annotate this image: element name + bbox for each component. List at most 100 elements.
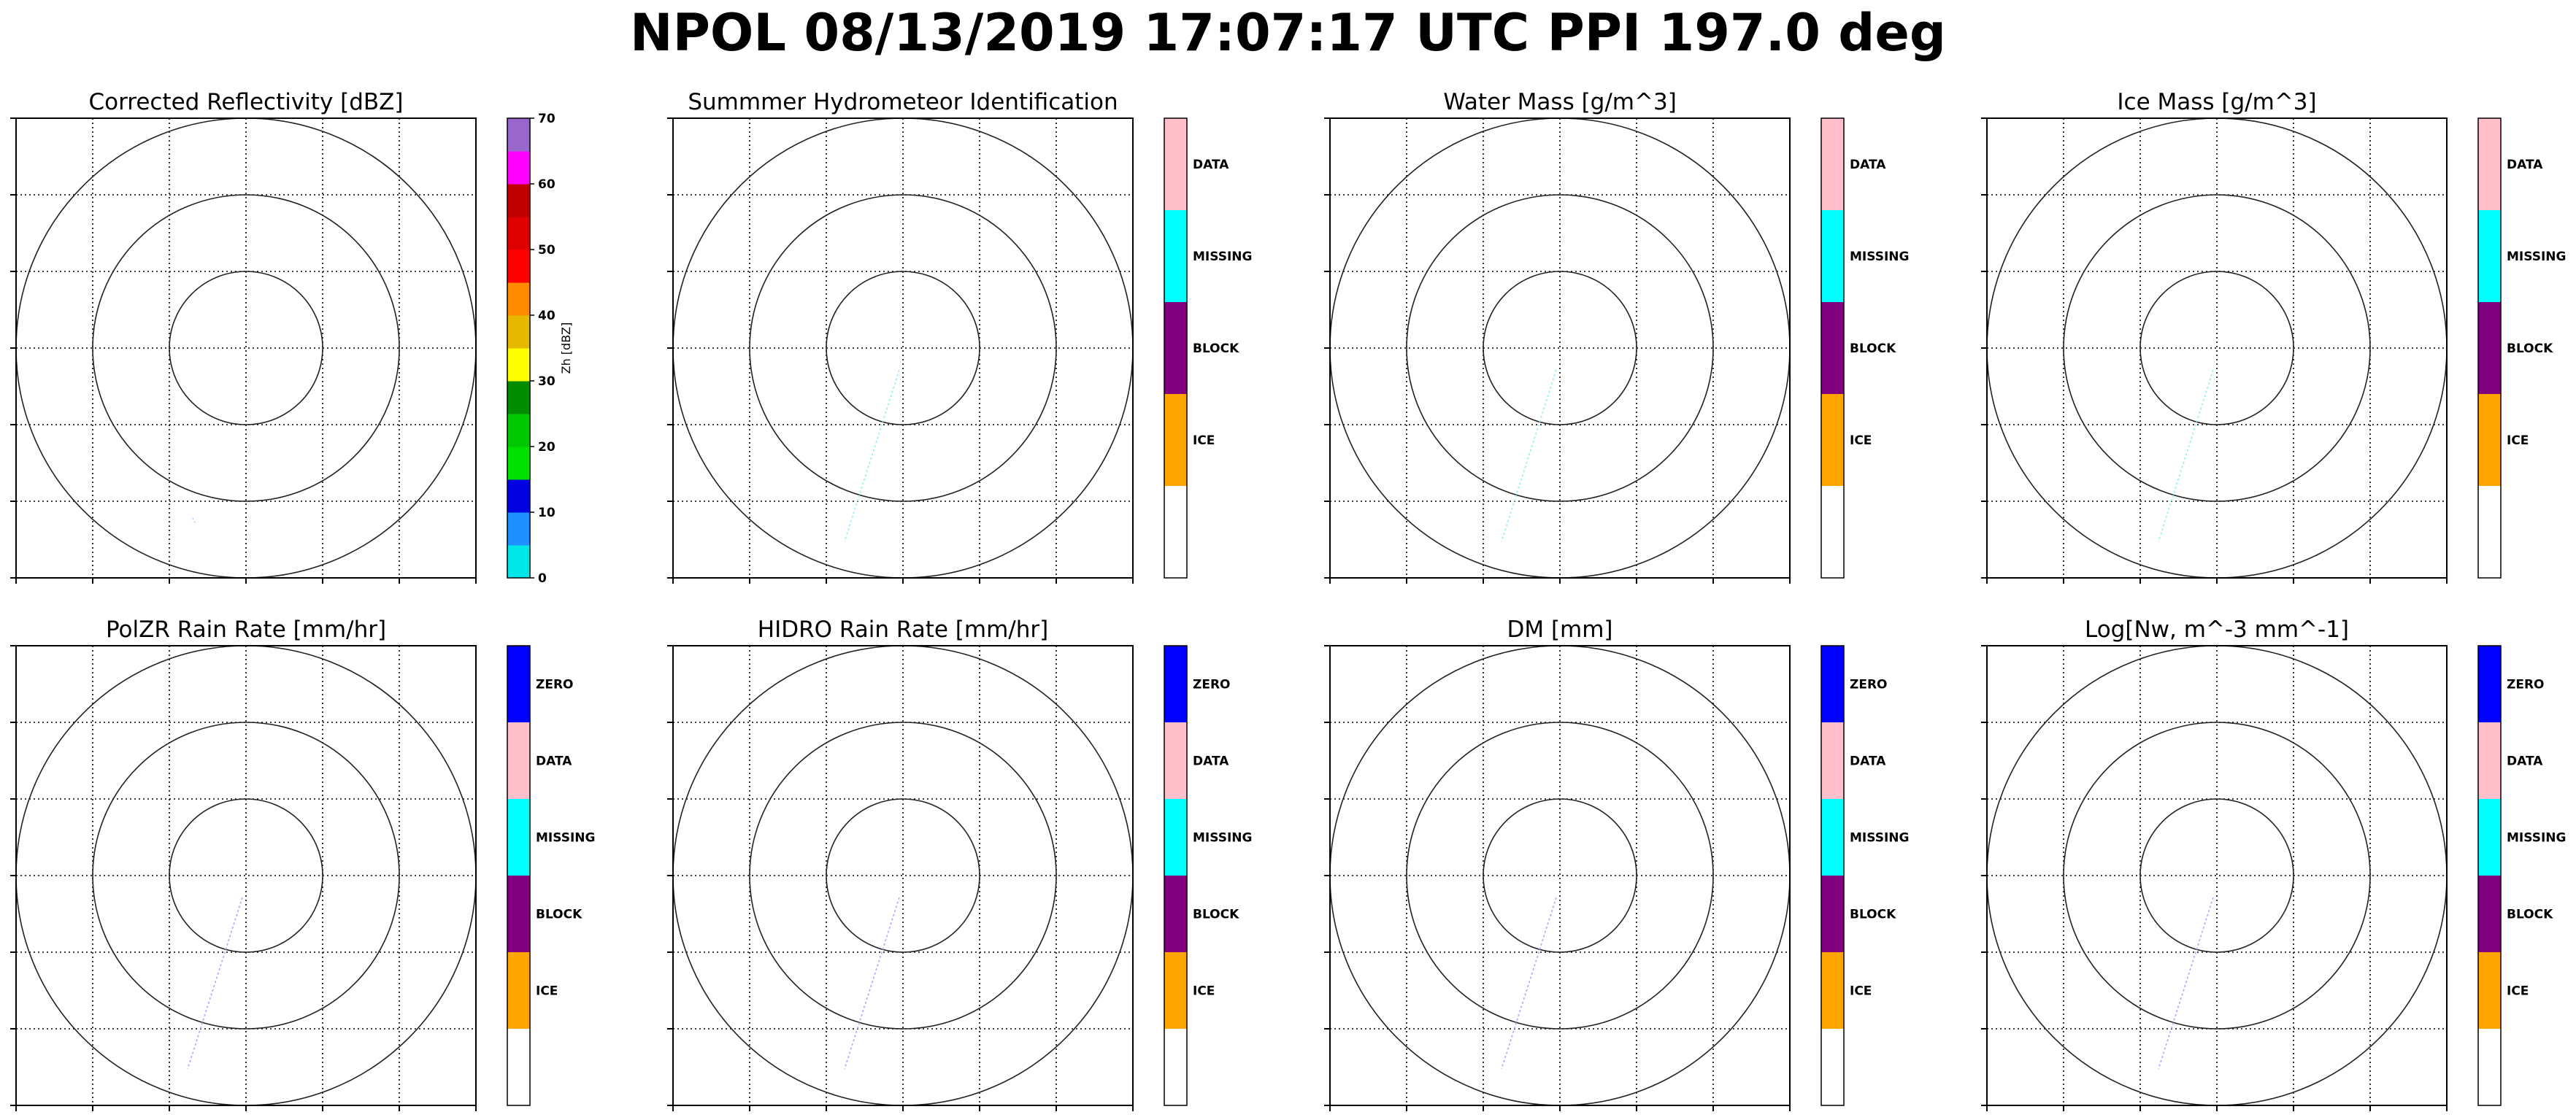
colorbar-7: ICE BLOCK MISSING DATA ZERO (2477, 645, 2566, 1106)
colorbar-swatch (1821, 799, 1844, 876)
range-ring-0 (826, 271, 980, 425)
panel-title-7: Log[Nw, m^-3 mm^-1] (2084, 617, 2350, 643)
colorbar-swatch (1164, 486, 1187, 578)
colorbar-swatch (2478, 646, 2501, 722)
colorbar-category-label: MISSING (1193, 250, 1252, 264)
colorbar-category-label: ICE (1193, 433, 1215, 448)
colorbar-swatch (507, 479, 530, 513)
beam-trace (844, 897, 900, 1070)
colorbar-category-label: BLOCK (1850, 341, 1896, 356)
colorbar-tick-label: 70 (538, 112, 555, 126)
colorbar-swatch (2478, 799, 2501, 876)
beam-trace (1501, 369, 1557, 542)
colorbar-swatch (2478, 1029, 2501, 1105)
panel-title-1: Summmer Hydrometeor Identification (688, 89, 1118, 115)
colorbar-swatch (1821, 210, 1844, 302)
colorbar-swatch (507, 447, 530, 480)
colorbar-category-label: MISSING (1193, 831, 1252, 846)
colorbar-category-label: DATA (2507, 158, 2543, 172)
colorbar-swatch (1821, 952, 1844, 1029)
figure-title: NPOL 08/13/2019 17:07:17 UTC PPI 197.0 d… (630, 3, 1946, 63)
panel-3 (1981, 117, 2448, 584)
colorbar-swatch (1821, 486, 1844, 578)
colorbar-swatch (1164, 952, 1187, 1029)
range-ring-1 (749, 194, 1057, 502)
colorbar-frame (1164, 645, 1188, 1106)
colorbar-category-label: ICE (1850, 984, 1872, 999)
panel-title-6: DM [mm] (1507, 617, 1613, 643)
colorbar-swatch (1164, 1029, 1187, 1105)
colorbar-swatch (1164, 210, 1187, 302)
colorbar-swatch (1164, 799, 1187, 876)
range-ring-1 (1406, 194, 1714, 502)
beam-trace (844, 369, 900, 542)
colorbar-swatch (507, 722, 530, 799)
colorbar-6: ICE BLOCK MISSING DATA ZERO (1820, 645, 1909, 1106)
range-ring-1 (1406, 722, 1714, 1030)
beam-trace (187, 897, 243, 1070)
panel-title-4: PolZR Rain Rate [mm/hr] (105, 617, 387, 643)
colorbar-swatch (2478, 486, 2501, 578)
colorbar-4: ICE BLOCK MISSING DATA ZERO (507, 645, 595, 1106)
colorbar-category-label: DATA (1193, 158, 1229, 172)
colorbar-frame (2477, 117, 2502, 579)
panel-5 (667, 645, 1134, 1111)
panel-title-3: Ice Mass [g/m^3] (2117, 89, 2317, 115)
colorbar-swatch (1164, 118, 1187, 210)
beam-trace (192, 517, 196, 525)
colorbar-category-label: BLOCK (1850, 908, 1896, 922)
range-ring-1 (92, 194, 400, 502)
range-ring-0 (169, 271, 323, 425)
panel-6 (1324, 645, 1791, 1111)
colorbar-swatch (507, 1029, 530, 1105)
colorbar-category-label: ZERO (1850, 678, 1887, 692)
colorbar-swatch (2478, 118, 2501, 210)
colorbar-swatch (507, 646, 530, 722)
range-ring-0 (169, 798, 323, 953)
colorbar-3: ICE BLOCK MISSING DATA (2477, 117, 2566, 579)
colorbar-swatch (507, 348, 530, 382)
colorbar-frame (1820, 117, 1845, 579)
colorbar-frame (1164, 117, 1188, 579)
colorbar-tick-label: 30 (538, 374, 555, 389)
colorbar-swatch (2478, 722, 2501, 799)
colorbar-category-label: ICE (1850, 433, 1872, 448)
colorbar-swatch (2478, 394, 2501, 486)
colorbar-swatch (1821, 646, 1844, 722)
colorbar-swatch (2478, 210, 2501, 302)
colorbar-category-label: ZERO (1193, 678, 1230, 692)
colorbar-0: 0 10 20 30 40 50 60 70 Zh [dBZ] (507, 112, 573, 586)
panel-title-2: Water Mass [g/m^3] (1443, 89, 1677, 115)
colorbar-category-label: DATA (1850, 158, 1886, 172)
colorbar-swatch (1821, 722, 1844, 799)
colorbar-swatch (507, 315, 530, 349)
colorbar-swatch (1821, 118, 1844, 210)
colorbar-swatch (1164, 646, 1187, 722)
colorbar-5: ICE BLOCK MISSING DATA ZERO (1164, 645, 1252, 1106)
beam-trace (1501, 897, 1557, 1070)
panel-2 (1324, 117, 1791, 584)
colorbar-swatch (507, 381, 530, 414)
colorbar-swatch (1821, 876, 1844, 952)
colorbar-swatch (2478, 952, 2501, 1029)
colorbar-swatch (1164, 302, 1187, 394)
colorbar-frame (507, 645, 531, 1106)
colorbar-category-label: DATA (1850, 754, 1886, 769)
panel-0 (10, 117, 477, 584)
colorbar-swatch (2478, 876, 2501, 952)
colorbar-frame (2477, 645, 2502, 1106)
beam-trace (2158, 369, 2214, 542)
range-ring-0 (2139, 271, 2294, 425)
colorbar-category-label: BLOCK (2507, 908, 2553, 922)
colorbar-label: Zh [dBZ] (559, 323, 573, 374)
colorbar-swatch (507, 184, 530, 217)
range-ring-1 (92, 722, 400, 1030)
panel-title-0: Corrected Reflectivity [dBZ] (88, 89, 404, 115)
colorbar-category-label: MISSING (1850, 250, 1909, 264)
colorbar-category-label: ICE (1193, 984, 1215, 999)
colorbar-swatch (1164, 394, 1187, 486)
colorbar-category-label: MISSING (2507, 831, 2566, 846)
colorbar-swatch (507, 799, 530, 876)
panel-4 (10, 645, 477, 1111)
